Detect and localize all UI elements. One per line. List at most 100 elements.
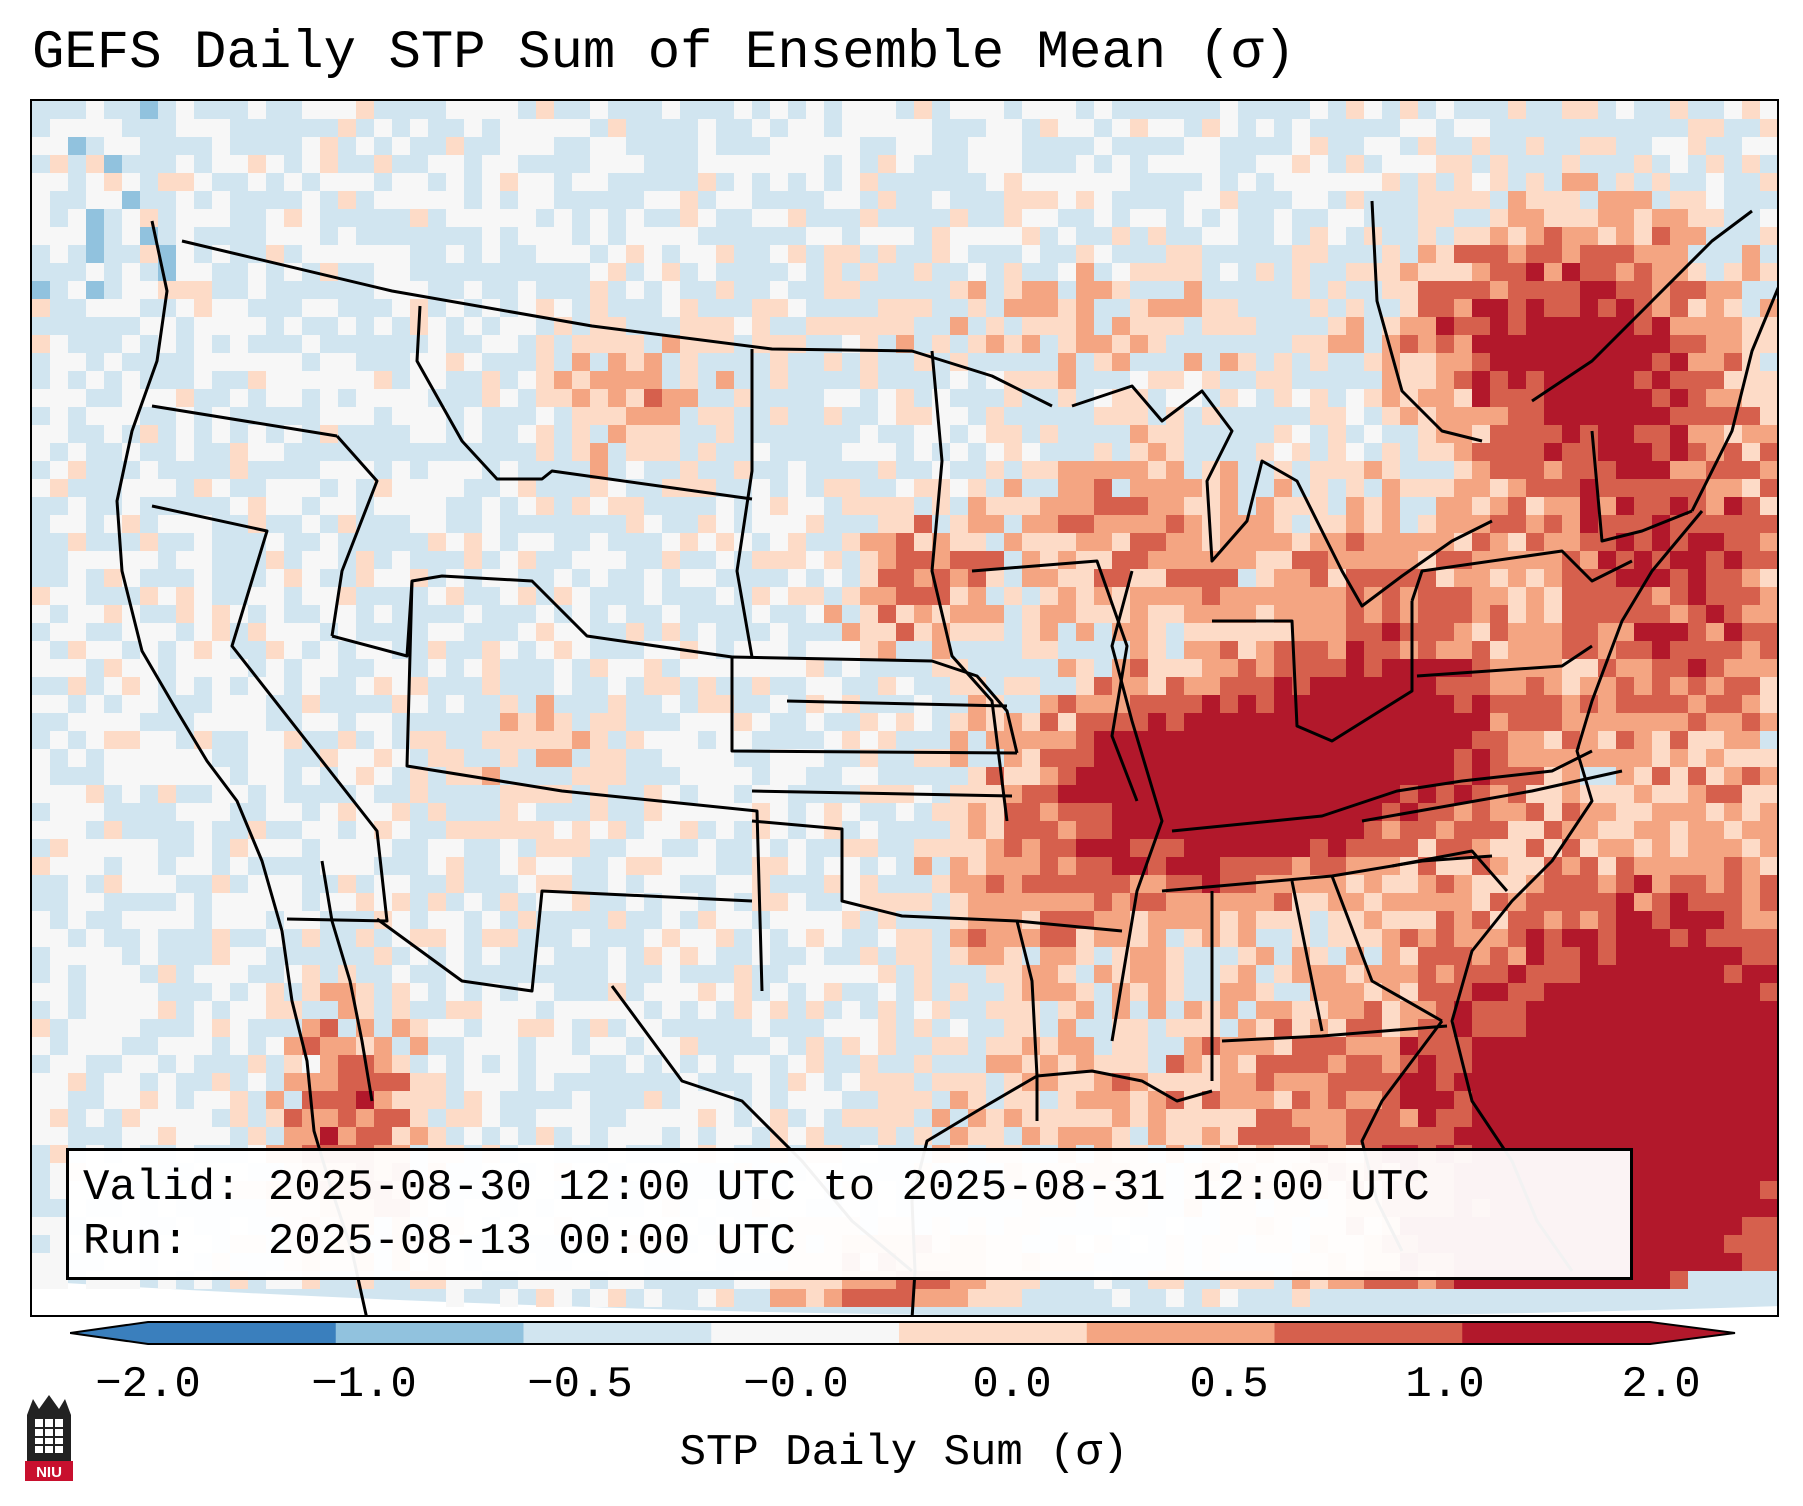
stp-cell [1526, 479, 1544, 497]
stp-cell [1724, 1163, 1742, 1181]
stp-cell [1544, 713, 1562, 731]
stp-cell [1688, 515, 1706, 533]
stp-cell [1580, 1109, 1598, 1127]
stp-cell [1706, 1109, 1724, 1127]
stp-cell [1652, 623, 1670, 641]
stp-cell [1058, 803, 1076, 821]
stp-cell [1436, 515, 1454, 533]
stp-cell [356, 389, 374, 407]
stp-cell [1022, 101, 1040, 119]
stp-cell [320, 407, 338, 425]
stp-cell [1544, 623, 1562, 641]
stp-cell [1400, 119, 1418, 137]
stp-cell [878, 389, 896, 407]
stp-cell [968, 335, 986, 353]
stp-cell [1706, 641, 1724, 659]
stp-cell [806, 137, 824, 155]
stp-cell [1670, 1217, 1688, 1235]
stp-cell [1076, 1055, 1094, 1073]
stp-cell [212, 1019, 230, 1037]
stp-cell [1562, 173, 1580, 191]
stp-cell [1184, 929, 1202, 947]
stp-cell [1652, 1181, 1670, 1199]
stp-cell [1292, 659, 1310, 677]
stp-cell [1688, 677, 1706, 695]
stp-cell [1220, 1073, 1238, 1091]
stp-cell [1094, 1127, 1112, 1145]
stp-cell [1562, 677, 1580, 695]
stp-cell [1382, 533, 1400, 551]
stp-cell [176, 677, 194, 695]
stp-cell [1058, 317, 1076, 335]
stp-cell [104, 641, 122, 659]
stp-cell [1472, 281, 1490, 299]
stp-cell [1688, 911, 1706, 929]
stp-cell [428, 497, 446, 515]
stp-cell [824, 389, 842, 407]
stp-cell [1130, 587, 1148, 605]
stp-cell [230, 965, 248, 983]
stp-cell [1256, 785, 1274, 803]
stp-cell [392, 821, 410, 839]
stp-cell [1112, 407, 1130, 425]
stp-cell [1220, 803, 1238, 821]
stp-cell [1616, 821, 1634, 839]
stp-cell [1004, 1109, 1022, 1127]
stp-cell [1724, 839, 1742, 857]
stp-cell [1112, 1289, 1130, 1307]
stp-cell [1292, 245, 1310, 263]
stp-cell [1418, 299, 1436, 317]
stp-cell [1040, 839, 1058, 857]
stp-cell [536, 1037, 554, 1055]
stp-cell [1508, 803, 1526, 821]
stp-cell [1742, 533, 1760, 551]
stp-cell [1436, 281, 1454, 299]
stp-cell [518, 785, 536, 803]
stp-cell [860, 119, 878, 137]
stp-cell [1148, 335, 1166, 353]
stp-cell [320, 839, 338, 857]
stp-cell [1256, 767, 1274, 785]
stp-cell [338, 1037, 356, 1055]
stp-cell [680, 317, 698, 335]
stp-cell [1292, 785, 1310, 803]
stp-cell [482, 191, 500, 209]
stp-cell [680, 245, 698, 263]
stp-cell [626, 857, 644, 875]
stp-cell [1130, 965, 1148, 983]
stp-cell [1670, 317, 1688, 335]
stp-cell [968, 155, 986, 173]
stp-cell [320, 1019, 338, 1037]
stp-cell [1058, 1055, 1076, 1073]
stp-cell [1742, 713, 1760, 731]
stp-cell [950, 677, 968, 695]
stp-cell [680, 821, 698, 839]
stp-cell [1670, 533, 1688, 551]
stp-cell [878, 101, 896, 119]
stp-cell [1112, 227, 1130, 245]
stp-cell [1490, 353, 1508, 371]
stp-cell [662, 281, 680, 299]
stp-cell [1094, 929, 1112, 947]
stp-cell [122, 173, 140, 191]
stp-cell [1040, 1037, 1058, 1055]
stp-cell [1760, 641, 1777, 659]
stp-cell [752, 641, 770, 659]
stp-cell [842, 443, 860, 461]
stp-cell [1580, 227, 1598, 245]
stp-cell [158, 749, 176, 767]
stp-cell [446, 587, 464, 605]
stp-cell [752, 785, 770, 803]
stp-cell [1184, 1073, 1202, 1091]
stp-cell [176, 209, 194, 227]
stp-cell [68, 227, 86, 245]
stp-cell [806, 1109, 824, 1127]
stp-cell [1742, 1145, 1760, 1163]
stp-cell [1742, 407, 1760, 425]
stp-cell [194, 173, 212, 191]
stp-cell [410, 1073, 428, 1091]
stp-cell [1562, 371, 1580, 389]
stp-cell [374, 479, 392, 497]
stp-cell [1238, 353, 1256, 371]
stp-cell [338, 1127, 356, 1145]
